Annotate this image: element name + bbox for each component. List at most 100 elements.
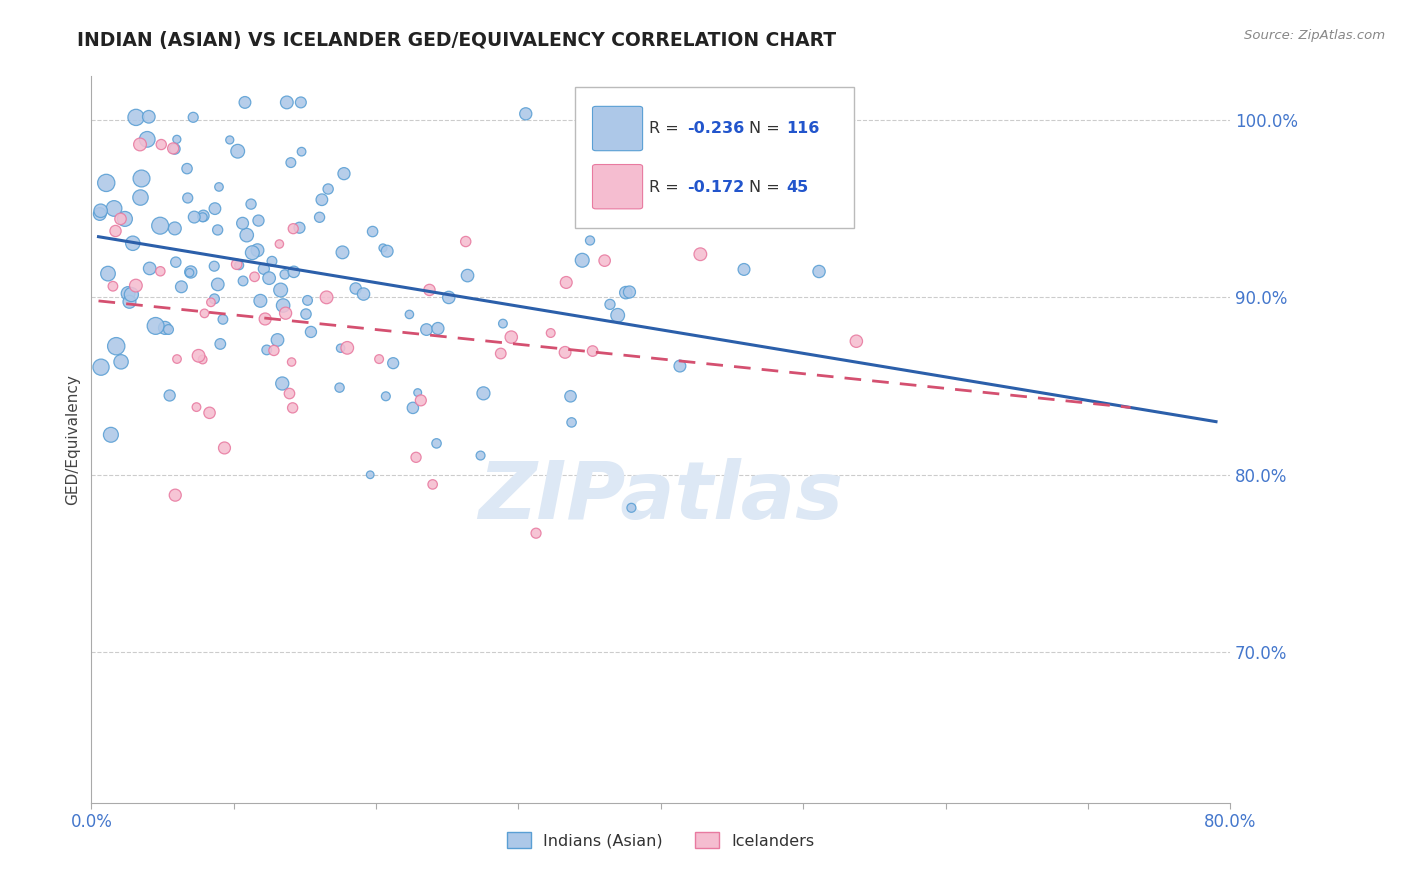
Point [316, 182, 339, 196]
Point [166, 132, 188, 146]
Point [163, 142, 186, 156]
Point [105, 339, 128, 353]
Point [153, 321, 176, 335]
Point [232, 274, 254, 288]
Point [103, 202, 125, 216]
Point [118, 294, 141, 309]
Point [593, 253, 616, 268]
Point [283, 265, 305, 279]
Point [288, 220, 311, 235]
Point [240, 245, 263, 260]
Point [191, 211, 214, 225]
Point [253, 261, 276, 276]
Point [90, 203, 112, 218]
Point [281, 401, 304, 415]
Point [308, 211, 330, 225]
Point [138, 261, 160, 276]
Legend: Indians (Asian), Icelanders: Indians (Asian), Icelanders [499, 824, 823, 856]
Point [183, 210, 205, 224]
Point [204, 202, 226, 216]
Point [555, 276, 578, 290]
Point [280, 155, 302, 169]
Point [165, 488, 187, 502]
Point [240, 197, 263, 211]
Point [129, 190, 152, 204]
Text: INDIAN (ASIAN) VS ICELANDER GED/EQUIVALENCY CORRELATION CHART: INDIAN (ASIAN) VS ICELANDER GED/EQUIVALE… [77, 31, 837, 50]
Point [209, 337, 232, 351]
Point [145, 318, 167, 333]
Point [501, 330, 523, 344]
Point [398, 308, 420, 322]
Point [138, 110, 160, 124]
Point [162, 141, 184, 155]
Point [689, 247, 711, 261]
Point [329, 341, 352, 355]
Point [149, 264, 172, 278]
Point [254, 312, 277, 326]
FancyBboxPatch shape [592, 164, 643, 209]
Text: R =: R = [650, 121, 685, 136]
Text: R =: R = [650, 179, 685, 194]
Point [100, 427, 122, 442]
Point [371, 241, 394, 255]
Point [121, 236, 143, 251]
Point [166, 352, 188, 367]
Point [579, 234, 602, 248]
Point [263, 343, 285, 358]
Point [193, 209, 215, 223]
Point [214, 441, 236, 455]
Text: ZIPatlas: ZIPatlas [478, 458, 844, 536]
Point [187, 349, 209, 363]
Point [180, 265, 202, 279]
FancyBboxPatch shape [575, 87, 855, 228]
Point [422, 477, 444, 491]
Point [581, 344, 603, 359]
Point [457, 268, 479, 283]
Point [247, 213, 270, 227]
Point [344, 281, 367, 295]
Point [524, 526, 547, 541]
Point [208, 180, 231, 194]
Point [233, 95, 256, 110]
Point [299, 325, 322, 339]
Point [157, 322, 180, 336]
Text: N =: N = [748, 121, 785, 136]
Point [181, 111, 204, 125]
Point [561, 416, 583, 430]
Point [177, 191, 200, 205]
Point [212, 312, 235, 326]
Point [571, 253, 593, 268]
Point [333, 167, 356, 181]
Point [405, 450, 427, 465]
Text: -0.236: -0.236 [688, 121, 744, 136]
Text: 45: 45 [786, 179, 808, 194]
Point [179, 266, 201, 280]
Point [418, 283, 440, 297]
Point [599, 297, 621, 311]
Point [454, 235, 477, 249]
Point [315, 290, 337, 304]
Point [669, 359, 692, 373]
Point [426, 321, 449, 335]
Point [270, 283, 292, 297]
Point [540, 326, 562, 340]
Point [645, 179, 668, 194]
Point [125, 111, 148, 125]
Point [368, 352, 391, 367]
Point [96, 176, 118, 190]
Point [273, 268, 295, 282]
Point [202, 259, 225, 273]
Point [276, 95, 298, 110]
Point [97, 267, 120, 281]
Point [257, 271, 280, 285]
Text: Source: ZipAtlas.com: Source: ZipAtlas.com [1244, 29, 1385, 42]
Point [246, 244, 269, 258]
Point [271, 376, 294, 391]
Point [437, 290, 460, 304]
Point [359, 467, 381, 482]
Point [606, 309, 628, 323]
Point [226, 145, 249, 159]
Point [278, 386, 301, 401]
Point [560, 389, 582, 403]
Point [492, 317, 515, 331]
